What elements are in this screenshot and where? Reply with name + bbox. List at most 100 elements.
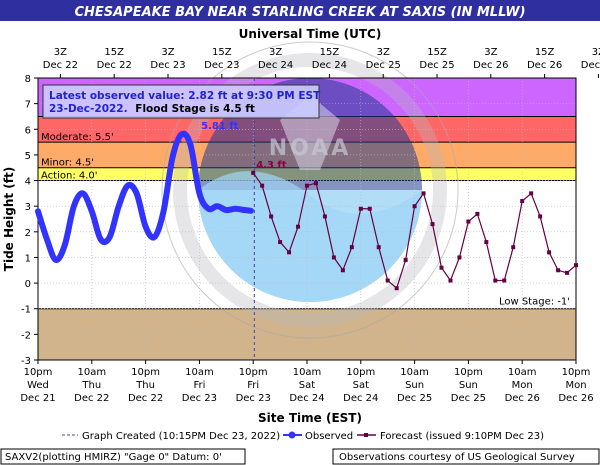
bottom-tick-day: Mon bbox=[565, 380, 586, 391]
forecast-point bbox=[269, 214, 274, 219]
latest-value-date: 23-Dec-2022. bbox=[49, 103, 128, 115]
top-tick-date: Dec 25 bbox=[366, 60, 401, 71]
observed-point bbox=[232, 206, 238, 212]
forecast-point bbox=[313, 181, 318, 186]
forecast-point bbox=[251, 170, 256, 175]
observed-point bbox=[178, 131, 185, 137]
bottom-tick-date: Dec 25 bbox=[451, 393, 486, 404]
stage-label: Low Stage: -1' bbox=[499, 297, 570, 308]
bottom-x-ticks: 10pm Wed Dec 21 10am Thu Dec 22 10pm Thu Dec 22 1… bbox=[20, 360, 594, 404]
bottom-tick-time: 10pm bbox=[131, 367, 160, 378]
forecast-point bbox=[574, 263, 578, 268]
forecast-point bbox=[349, 245, 354, 250]
seal-text-ring bbox=[173, 53, 447, 327]
forecast-point bbox=[367, 206, 372, 211]
bottom-tick-day: Sat bbox=[299, 380, 315, 391]
top-tick-label: 15Z bbox=[427, 47, 447, 58]
top-axis-title: Universal Time (UTC) bbox=[239, 27, 382, 41]
bottom-tick-day: Fri bbox=[193, 380, 205, 391]
bottom-tick-date: Dec 26 bbox=[558, 393, 593, 404]
stage-label: Moderate: 5.5' bbox=[41, 132, 114, 143]
bottom-tick-date: Dec 22 bbox=[74, 393, 109, 404]
y-tick-label: 5 bbox=[25, 151, 31, 162]
forecast-point bbox=[358, 206, 363, 211]
y-tick-label: -3 bbox=[21, 356, 31, 367]
top-tick-label: 15Z bbox=[535, 47, 555, 58]
forecast-point bbox=[287, 250, 292, 255]
observed-point bbox=[53, 257, 59, 263]
bottom-tick-time: 10am bbox=[78, 367, 107, 378]
y-tick-label: -1 bbox=[21, 305, 31, 316]
top-x-ticks: 3Z Dec 22 15Z Dec 22 3Z Dec 23 15Z Dec 23 3Z Dec … bbox=[43, 47, 600, 78]
bottom-tick-time: 10am bbox=[400, 367, 429, 378]
bottom-tick-day: Sat bbox=[353, 380, 369, 391]
observed-point bbox=[35, 208, 41, 214]
forecast-point bbox=[376, 245, 381, 250]
forecast-point bbox=[538, 214, 543, 219]
y-tick-label: 4 bbox=[25, 177, 31, 188]
seal-noaa-text: NOAA bbox=[269, 136, 352, 161]
legend-observed: Observed bbox=[305, 431, 353, 442]
forecast-point bbox=[556, 268, 561, 273]
observed-point bbox=[248, 208, 254, 214]
observed-point bbox=[71, 203, 77, 209]
bottom-tick-day: Fri bbox=[247, 380, 259, 391]
forecast-point bbox=[296, 224, 301, 229]
top-tick-date: Dec 26 bbox=[527, 60, 562, 71]
top-tick-date: Dec 27 bbox=[581, 60, 600, 71]
top-tick-date: Dec 23 bbox=[150, 60, 185, 71]
bottom-tick-time: 10am bbox=[508, 367, 537, 378]
top-tick-label: 3Z bbox=[377, 47, 390, 58]
forecast-point bbox=[484, 240, 489, 245]
observed-point bbox=[98, 236, 104, 243]
footer-observations-text: Observations courtesy of US Geological S… bbox=[339, 452, 575, 463]
bottom-tick-date: Dec 23 bbox=[182, 393, 217, 404]
bottom-axis-title: Site Time (EST) bbox=[258, 411, 362, 425]
observed-point bbox=[44, 236, 50, 243]
y-tick-label: 1 bbox=[25, 253, 31, 264]
legend-observed-marker bbox=[288, 431, 296, 439]
forecast-point bbox=[322, 214, 327, 219]
bottom-tick-date: Dec 22 bbox=[128, 393, 163, 404]
forecast-point bbox=[421, 191, 426, 196]
forecast-point bbox=[331, 255, 336, 260]
bottom-tick-date: Dec 24 bbox=[289, 393, 324, 404]
top-tick-date: Dec 24 bbox=[312, 60, 347, 71]
top-tick-label: 3Z bbox=[54, 47, 67, 58]
top-tick-label: 15Z bbox=[212, 47, 232, 58]
bottom-tick-day: Sun bbox=[459, 380, 478, 391]
observed-point bbox=[241, 207, 247, 213]
forecast-point bbox=[466, 219, 471, 224]
footer-datum-text: SAXV2(plotting HMIRZ) "Gage 0" Datum: 0' bbox=[5, 452, 222, 463]
forecast-point bbox=[520, 199, 525, 204]
seal-wave bbox=[198, 171, 422, 302]
forecast-point bbox=[502, 278, 507, 283]
legend-forecast: Forecast (issued 9:10PM Dec 23) bbox=[380, 431, 544, 442]
legend-graph-created: Graph Created (10:15PM Dec 23, 2022) bbox=[82, 431, 280, 442]
forecast-point bbox=[260, 183, 265, 188]
annotations: 5.81 ft 4.3 ft bbox=[201, 121, 287, 171]
forecast-point bbox=[340, 268, 345, 273]
y-tick-label: 2 bbox=[25, 228, 31, 239]
latest-value-box bbox=[42, 84, 320, 119]
bottom-tick-time: 10pm bbox=[454, 367, 483, 378]
top-tick-label: 15Z bbox=[320, 47, 340, 58]
bottom-tick-time: 10am bbox=[185, 367, 214, 378]
bottom-tick-date: Dec 25 bbox=[397, 393, 432, 404]
top-tick-date: Dec 22 bbox=[43, 60, 78, 71]
bottom-tick-day: Thu bbox=[81, 380, 101, 391]
y-tick-label: -2 bbox=[21, 330, 31, 341]
forecast-point bbox=[305, 183, 309, 188]
forecast-point bbox=[278, 240, 283, 245]
observed-point bbox=[214, 203, 220, 209]
top-tick-date: Dec 22 bbox=[97, 60, 132, 71]
y-tick-label: 6 bbox=[25, 125, 31, 136]
peak-annotation: 4.3 ft bbox=[256, 160, 287, 171]
legend: Graph Created (10:15PM Dec 23, 2022) Obs… bbox=[62, 431, 544, 442]
top-tick-date: Dec 23 bbox=[204, 60, 239, 71]
bottom-tick-day: Thu bbox=[135, 380, 155, 391]
observed-point bbox=[80, 190, 86, 196]
observed-point bbox=[143, 224, 149, 230]
top-tick-date: Dec 25 bbox=[419, 60, 454, 71]
